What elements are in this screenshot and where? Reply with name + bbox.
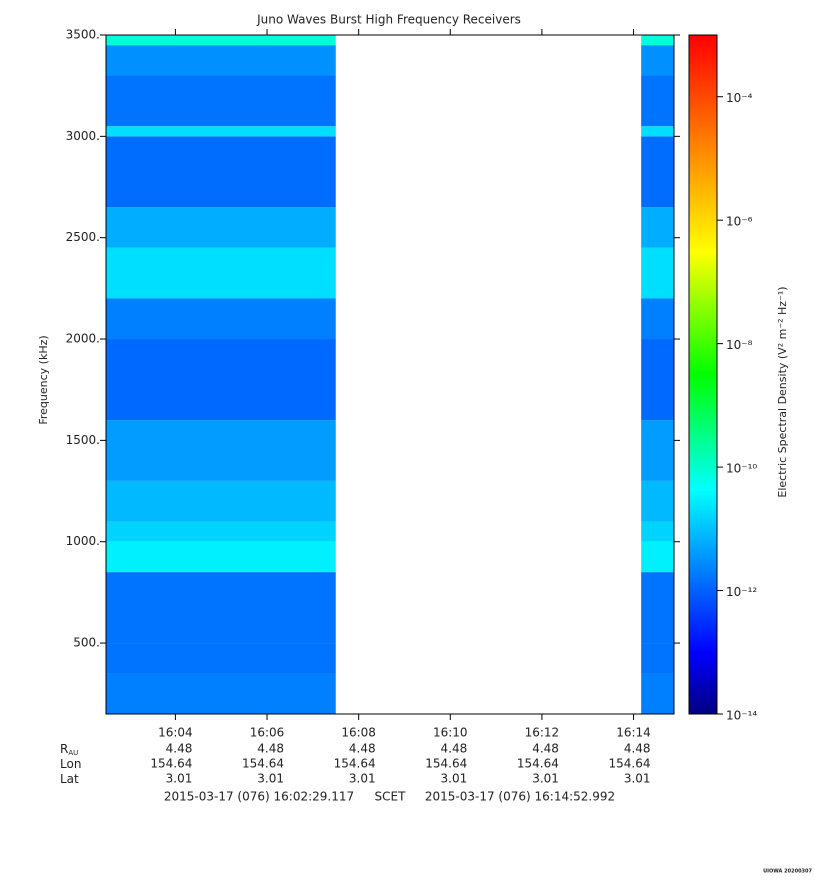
ephemeris-value: 3.01 [624, 772, 651, 786]
spectrogram-cell [641, 339, 674, 421]
spectrogram-cell [641, 75, 674, 127]
spectrogram-cell [106, 207, 336, 248]
footer-end: 2015-03-17 (076) 16:14:52.992 [425, 790, 615, 804]
x-tick-label: 16:06 [250, 726, 285, 740]
colorbar-tick-label: 10⁻¹⁰ [726, 462, 757, 476]
ephemeris-value: 3.01 [349, 772, 376, 786]
x-tick-label: 16:08 [341, 726, 376, 740]
y-tick-label: 1500. [66, 433, 100, 447]
stamp: UIOWA 20200307 [763, 869, 812, 875]
ephemeris-value: 154.64 [425, 757, 467, 771]
ephemeris-label: RAU [60, 742, 78, 758]
ephemeris-label: Lon [60, 757, 81, 771]
x-tick-label: 16:10 [433, 726, 468, 740]
spectrogram-cell [106, 643, 336, 674]
spectrogram-cell [106, 35, 336, 46]
ephemeris-value: 3.01 [257, 772, 284, 786]
spectrogram-cell [106, 298, 336, 340]
x-tick-label: 16:12 [525, 726, 560, 740]
colorbar-label: Electric Spectral Density (V² m⁻² Hz⁻¹) [776, 286, 789, 497]
ephemeris-value: 4.48 [257, 742, 284, 756]
footer-scet: SCET [375, 790, 407, 804]
colorbar-tick-label: 10⁻⁶ [726, 215, 753, 229]
x-tick-label: 16:14 [616, 726, 651, 740]
spectrogram-cell [106, 673, 336, 714]
ephemeris-label-text: R [60, 742, 68, 756]
spectrogram-cell [106, 247, 336, 299]
plot-frame [105, 34, 675, 715]
spectrogram-cell [106, 339, 336, 421]
ephemeris-value: 4.48 [532, 742, 559, 756]
spectrogram-cell [641, 480, 674, 522]
y-tick-label: 2000. [66, 332, 100, 346]
spectrogram-cell [641, 298, 674, 340]
ephemeris-label-text: Lon [60, 757, 81, 771]
colorbar-tick-label: 10⁻¹² [726, 585, 757, 599]
spectrogram-cell [641, 126, 674, 137]
x-tick-label: 16:04 [158, 726, 193, 740]
ephemeris-value: 4.48 [624, 742, 651, 756]
y-tick-label: 1000. [66, 534, 100, 548]
ephemeris-value: 154.64 [242, 757, 284, 771]
spectrogram-cell [106, 572, 336, 644]
spectrogram-cell [641, 673, 674, 714]
y-tick-label: 3000. [66, 129, 100, 143]
chart-title: Juno Waves Burst High Frequency Receiver… [256, 13, 521, 27]
spectrogram-cell [641, 45, 674, 76]
spectrogram-cell [641, 207, 674, 248]
y-tick-label: 500. [73, 636, 100, 650]
y-axis-label: Frequency (kHz) [37, 335, 50, 424]
ephemeris-value: 4.48 [349, 742, 376, 756]
plot-area [106, 35, 674, 714]
ephemeris-value: 154.64 [334, 757, 376, 771]
spectrogram-cell [106, 126, 336, 137]
footer-start: 2015-03-17 (076) 16:02:29.117 [164, 790, 354, 804]
spectrogram-cell [106, 420, 336, 481]
colorbar-tick-label: 10⁻⁴ [726, 91, 753, 105]
spectrogram-cell [641, 541, 674, 573]
ephemeris-label: Lat [60, 772, 79, 786]
spectrogram-cell [641, 35, 674, 46]
colorbar-tick-label: 10⁻¹⁴ [726, 709, 757, 723]
colorbar [688, 34, 718, 715]
ephemeris-subscript: AU [68, 749, 78, 757]
spectrogram-cell [106, 480, 336, 522]
spectrogram-cell [641, 521, 674, 542]
y-tick-label: 2500. [66, 230, 100, 244]
ephemeris-value: 4.48 [441, 742, 468, 756]
ephemeris-value: 4.48 [166, 742, 193, 756]
spectrogram-cell [641, 643, 674, 674]
ephemeris-value: 3.01 [441, 772, 468, 786]
ephemeris-value: 3.01 [166, 772, 193, 786]
spectrogram-cell [106, 541, 336, 573]
colorbar-tick-label: 10⁻⁸ [726, 338, 753, 352]
spectrogram-cell [641, 420, 674, 481]
y-tick-label: 3500. [66, 28, 100, 42]
spectrogram-cell [106, 521, 336, 542]
spectrogram-cell [641, 247, 674, 299]
spectrogram-cell [641, 136, 674, 208]
ephemeris-value: 154.64 [150, 757, 192, 771]
ephemeris-value: 154.64 [517, 757, 559, 771]
ephemeris-label-text: Lat [60, 772, 79, 786]
spectrogram-cell [106, 75, 336, 127]
ephemeris-value: 154.64 [609, 757, 651, 771]
spectrogram-cell [106, 136, 336, 208]
spectrogram-cell [641, 572, 674, 644]
ephemeris-value: 3.01 [532, 772, 559, 786]
spectrogram-cell [106, 45, 336, 76]
